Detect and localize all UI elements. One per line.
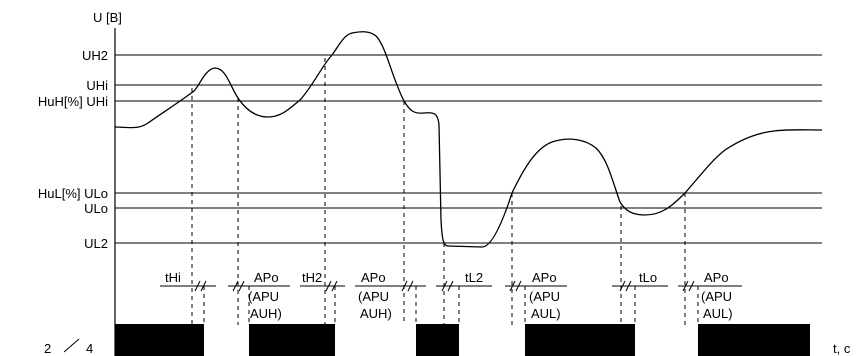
level-label-huh: HuH[%] UHi	[38, 94, 108, 109]
break-slash-tl2	[441, 280, 454, 292]
output-bar-5	[698, 324, 810, 356]
break-slash-apo3	[509, 280, 522, 292]
output-bar-2	[249, 324, 335, 356]
output-bar-3	[416, 324, 459, 356]
break-slash-apo2	[401, 280, 414, 292]
break-slash-tlo	[619, 280, 632, 292]
interval-label-apo4: APo	[704, 270, 729, 285]
level-label-uh2: UH2	[82, 48, 108, 63]
level-label-uhi: UHi	[86, 78, 108, 93]
interval-label-apo1-mode1: (APU	[248, 289, 279, 304]
output-label-right: 4	[86, 341, 93, 356]
level-label-ulo: ULo	[84, 201, 108, 216]
interval-label-apo4-mode2: AUL)	[703, 306, 733, 321]
output-bar-4	[525, 324, 635, 356]
x-axis-label: t, c	[833, 341, 851, 356]
interval-label-apo3: APo	[532, 270, 557, 285]
interval-label-tlo: tLo	[639, 270, 657, 285]
interval-label-apo2: APo	[361, 270, 386, 285]
interval-label-apo2-mode1: (APU	[358, 289, 389, 304]
y-axis-label: U [B]	[93, 10, 122, 25]
break-slash-apo4	[682, 280, 695, 292]
interval-label-apo1: APo	[254, 270, 279, 285]
interval-label-apo3-mode2: AUL)	[531, 306, 561, 321]
interval-label-th2: tH2	[302, 270, 322, 285]
interval-label-thi: tHi	[165, 270, 181, 285]
output-bar-1	[115, 324, 204, 356]
output-label-left: 2	[44, 341, 51, 356]
interval-label-apo3-mode1: (APU	[529, 289, 560, 304]
break-slash-apo1	[232, 280, 245, 292]
voltage-curve	[114, 31, 823, 248]
level-label-ul2: UL2	[84, 236, 108, 251]
level-label-hul: HuL[%] ULo	[38, 186, 108, 201]
output-label-slash	[63, 338, 80, 353]
break-slash-thi	[194, 280, 207, 292]
interval-label-apo2-mode2: AUH)	[360, 306, 392, 321]
interval-label-apo4-mode1: (APU	[701, 289, 732, 304]
interval-label-tl2: tL2	[465, 270, 483, 285]
interval-label-apo1-mode2: AUH)	[250, 306, 282, 321]
break-slash-th2	[325, 280, 338, 292]
